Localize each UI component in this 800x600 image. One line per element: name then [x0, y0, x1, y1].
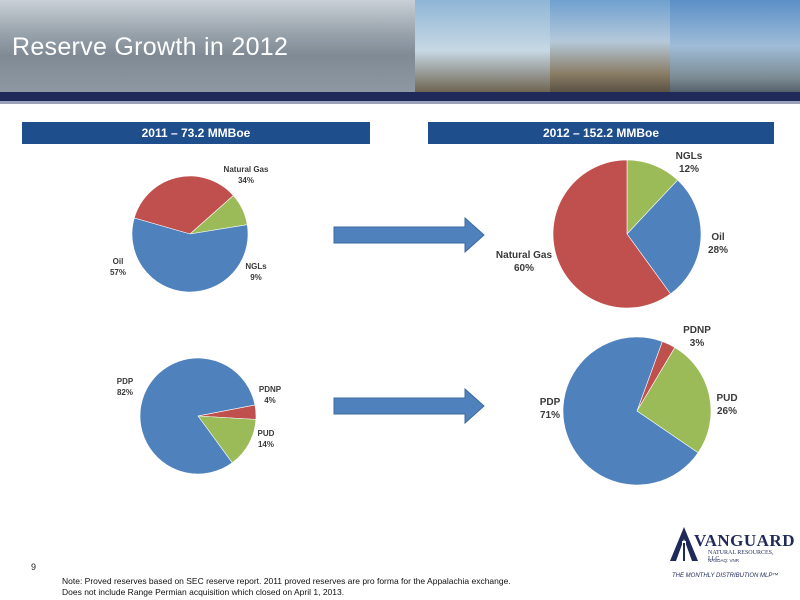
header-banner: Reserve Growth in 2012: [0, 0, 800, 92]
pie-chart-2: NGLs 12% Oil 28% Natural Gas 60%: [496, 151, 728, 309]
pie-label-pdp: PDP: [540, 397, 561, 408]
footnote-line-1: Note: Proved reserves based on SEC reser…: [62, 576, 511, 586]
logo-tagline: THE MONTHLY DISTRIBUTION MLP™: [672, 573, 779, 579]
header-photo-worker: [415, 0, 550, 92]
pie-slice-pdp: [139, 357, 256, 475]
pie-slice-pud: [636, 347, 712, 454]
pie-slice-natural-gas: [552, 159, 671, 309]
pie-slice-pud: [197, 415, 257, 464]
vanguard-logo: VANGUARD NATURAL RESOURCES, LLC NASDAQ: …: [670, 525, 794, 585]
pie-value-pud: 14%: [258, 440, 274, 449]
footnote: Note: Proved reserves based on SEC reser…: [62, 576, 511, 598]
pie-label-pud: PUD: [258, 429, 275, 438]
pie-value-natural-gas: 34%: [238, 176, 254, 185]
pie-slice-oil: [626, 179, 702, 295]
vanguard-logo-mark-icon: [670, 527, 698, 561]
pie-slice-natural-gas: [133, 175, 234, 235]
pie-label-natural-gas: Natural Gas: [224, 165, 269, 174]
pie-value-ngls: 12%: [679, 164, 699, 175]
footnote-line-2: Does not include Range Permian acquisiti…: [62, 587, 345, 597]
pie-value-ngls: 9%: [250, 273, 262, 282]
arrow-top: [333, 216, 485, 254]
header-photo-rig: [670, 0, 800, 92]
pie-label-pdp: PDP: [117, 377, 134, 386]
pie-value-pdp: 71%: [540, 410, 560, 421]
pie-slice-pdp: [562, 336, 699, 486]
pie-charts: Natural Gas34%NGLs9%Oil57%NGLs12%Oil28%N…: [110, 151, 738, 486]
pie-chart-3: PDNP 4% PUD 14% PDP 82%: [117, 357, 282, 475]
pie-value-oil: 28%: [708, 245, 728, 256]
pie-value-pdp: 82%: [117, 388, 133, 397]
pie-value-pdnp: 4%: [264, 396, 276, 405]
pie-label-pdnp: PDNP: [683, 325, 711, 336]
right-column-header: 2012 – 152.2 MMBoe: [428, 122, 774, 144]
pie-slice-oil: [131, 217, 249, 293]
pie-value-oil: 57%: [110, 268, 126, 277]
pie-chart-1: Natural Gas 34% NGLs 9% Oil 57%: [110, 165, 269, 293]
pie-value-pdnp: 3%: [690, 338, 705, 349]
logo-name: VANGUARD: [694, 531, 795, 550]
pie-label-ngls: NGLs: [245, 262, 267, 271]
left-column-header: 2011 – 73.2 MMBoe: [22, 122, 370, 144]
header-divider: [0, 92, 800, 101]
page-title: Reserve Growth in 2012: [12, 33, 289, 61]
pie-label-oil: Oil: [113, 257, 124, 266]
pie-value-pud: 26%: [717, 406, 737, 417]
pie-label-ngls: NGLs: [676, 151, 703, 162]
header-photo-plant: [550, 0, 670, 92]
pie-chart-4: PDNP 3% PUD 26% PDP 71%: [540, 325, 738, 486]
pie-label-pdnp: PDNP: [259, 385, 282, 394]
header-divider-thin: [0, 101, 800, 104]
logo-nasdaq: NASDAQ: VNR: [708, 558, 740, 563]
pie-label-pud: PUD: [716, 393, 737, 404]
page-number: 9: [31, 562, 37, 572]
arrow-bottom: [333, 387, 485, 425]
pie-label-oil: Oil: [711, 232, 725, 243]
pie-value-natural-gas: 60%: [514, 263, 534, 274]
logo-subtitle: NATURAL RESOURCES, LLC: [708, 550, 774, 562]
pie-label-natural-gas: Natural Gas: [496, 250, 553, 261]
